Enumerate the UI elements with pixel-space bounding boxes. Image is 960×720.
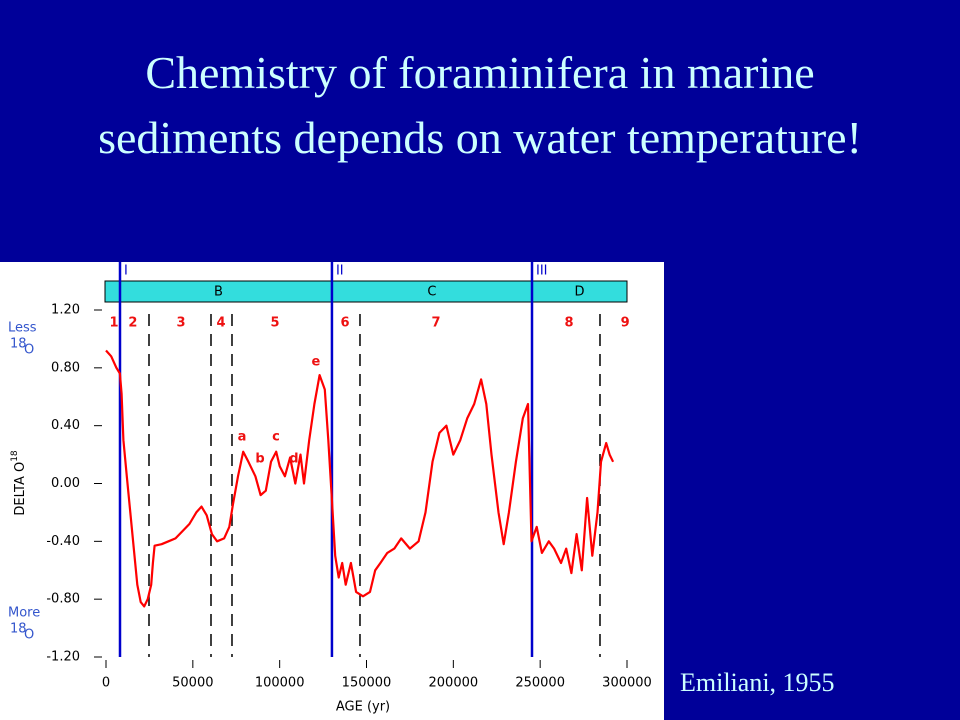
event-letter: d: [289, 451, 298, 466]
stage-number: 7: [431, 316, 440, 331]
stage-label: B: [214, 285, 223, 300]
stage-label: C: [427, 285, 436, 300]
y-tick-label: 1.20: [51, 303, 80, 318]
boundary-label: III: [536, 264, 548, 279]
y-tick-label: -1.20: [46, 650, 80, 665]
event-letter: c: [272, 430, 280, 445]
data-line: [105, 349, 615, 608]
stage-label: D: [574, 285, 584, 300]
stage-number: 5: [270, 316, 279, 331]
x-tick-label: 0: [102, 676, 110, 691]
y-tick-label: 0.40: [51, 418, 80, 433]
x-axis-label: AGE (yr): [336, 700, 390, 715]
y-axis-label-text: DELTA O: [13, 462, 28, 516]
y-note-sup: 18: [10, 337, 27, 352]
stage-number: 1: [109, 316, 118, 331]
stage-number: 3: [177, 316, 186, 331]
y-note: Less: [8, 321, 37, 336]
y-note-base: O: [24, 628, 34, 643]
event-letter: b: [255, 451, 264, 466]
y-tick-label: 0.00: [51, 476, 80, 491]
stage-number: 2: [128, 316, 137, 331]
event-letter: e: [312, 355, 321, 370]
x-tick-label: 100000: [255, 676, 305, 691]
boundary-label: II: [336, 264, 344, 279]
credit: Emiliani, 1955: [680, 668, 835, 697]
x-tick-label: 150000: [342, 676, 392, 691]
y-note: More: [8, 606, 40, 621]
y-tick-label: -0.40: [46, 534, 80, 549]
slide-title: Chemistry of foraminifera in marine sedi…: [98, 47, 862, 163]
x-tick-label: 300000: [602, 676, 652, 691]
y-axis-label: DELTA O18: [10, 450, 28, 516]
stage-number: 8: [564, 316, 573, 331]
x-tick-label: 250000: [515, 676, 565, 691]
stage-number: 6: [340, 316, 349, 331]
stage-number: 4: [216, 316, 225, 331]
y-tick-label: 0.80: [51, 360, 80, 375]
boundary-label: I: [124, 264, 128, 279]
y-tick-label: -0.80: [46, 592, 80, 607]
y-axis-label-sup: 18: [10, 450, 20, 462]
x-tick-label: 50000: [172, 676, 213, 691]
event-letter: a: [238, 430, 247, 445]
stage-number: 9: [621, 316, 630, 331]
chart: B C D 1.20 0.80 0.40 0.00 -0.40 -0.80 -1.20 0 50000…: [0, 262, 664, 720]
y-note-sup: 18: [10, 622, 27, 637]
y-note-base: O: [24, 343, 34, 358]
x-tick-label: 200000: [429, 676, 479, 691]
